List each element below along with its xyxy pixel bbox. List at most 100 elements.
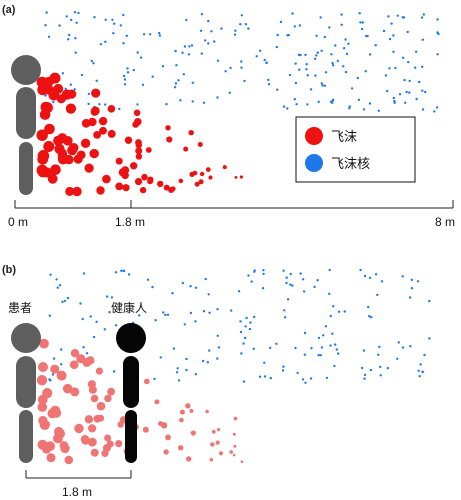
droplet-nucleus-dot [324,325,328,328]
droplet-nucleus-dot [245,316,248,320]
droplet-dot [70,349,80,358]
droplet-nucleus-dot [48,314,51,317]
droplet-nucleus-dot [122,42,125,45]
droplet-nucleus-dot [360,366,364,370]
droplet-nucleus-dot [417,369,420,372]
droplet-nucleus-dot [306,74,309,77]
droplet-dot [163,449,169,455]
droplet-nucleus-dot [421,370,424,374]
droplet-nucleus-dot [92,335,96,339]
droplet-nucleus-dot [397,341,400,344]
droplet-dot [86,356,95,365]
droplet-dot [185,403,191,409]
droplet-nucleus-dot [164,313,167,317]
droplet-nucleus-dot [309,88,313,91]
droplet-dot [84,163,94,173]
droplet-dot [61,89,72,100]
droplet-nucleus-dot [401,275,404,278]
droplet-nucleus-dot [151,75,154,78]
droplet-nucleus-dot [49,273,52,276]
droplet-dot [158,421,164,427]
droplet-dot [107,129,116,138]
droplet-nucleus-dot [379,374,382,377]
droplet-nucleus-dot [410,278,413,282]
droplet-dot [198,179,204,185]
droplet-nucleus-dot [201,359,205,363]
droplet-nucleus-dot [294,62,297,65]
droplet-dot [84,415,94,424]
droplet-nucleus-dot [316,51,319,54]
droplet-nucleus-dot [85,352,89,355]
droplet-nucleus-dot [433,110,436,113]
droplet-nucleus-dot [316,279,319,282]
droplet-dot [145,147,152,153]
droplet-nucleus-dot [286,298,290,301]
droplet-dot [46,453,56,463]
droplet-nucleus-dot [261,287,265,290]
droplet-dot [44,76,54,87]
droplet-dot [93,414,102,423]
droplet-nucleus-dot [61,72,65,75]
droplet-nucleus-dot [369,368,373,372]
droplet-nucleus-dot [361,21,364,24]
droplet-nucleus-dot [136,103,139,106]
droplet-dot [218,451,224,456]
droplet-nucleus-dot [364,34,368,38]
droplet-nucleus-dot [386,89,389,93]
droplet-dot [101,449,109,457]
person-head [11,55,41,85]
droplet-dot [64,455,74,465]
droplet-nucleus-dot [70,18,73,22]
droplet-dot [39,338,49,349]
droplet-nucleus-dot [262,272,265,276]
droplet-nucleus-dot [56,286,59,289]
droplet-nucleus-dot [217,346,221,349]
droplet-dot [76,354,86,364]
droplet-nucleus-dot [377,109,380,113]
droplet-dot [91,88,101,98]
droplet-nucleus-dot [405,90,408,94]
droplet-nucleus-dot [123,83,127,86]
droplet-nucleus-dot [98,103,101,106]
droplet-nucleus-dot [239,330,243,334]
droplet-nucleus-dot [77,11,80,15]
droplet-dot [122,184,130,192]
droplet-nucleus-dot [374,44,377,47]
droplet-nucleus-dot [120,269,123,272]
droplet-nucleus-dot [321,84,324,87]
droplet-nucleus-dot [358,12,361,15]
droplet-nucleus-dot [207,19,210,23]
droplet-nucleus-dot [207,293,210,296]
droplet-nucleus-dot [435,106,439,109]
droplet-nucleus-dot [82,346,85,349]
droplet-nucleus-dot [296,371,299,375]
legend: 飞沫 飞沫核 [295,116,416,183]
droplet-nucleus-dot [323,35,326,39]
droplet-nucleus-dot [123,78,127,81]
droplet-nucleus-dot [189,285,192,288]
droplet-nucleus-dot [386,366,389,370]
droplet-nucleus-dot [401,56,405,59]
droplet-nucleus-dot [61,300,64,303]
droplet-nucleus-dot [122,13,125,17]
droplet-nucleus-dot [314,74,317,77]
droplet-nucleus-dot [52,357,56,360]
legend-box [295,116,416,183]
droplet-dot [199,171,205,177]
droplet-nucleus-dot [151,285,154,289]
droplet-dot [65,186,75,196]
droplet-nucleus-dot [185,368,188,372]
droplet-nucleus-dot [165,102,168,106]
droplet-nucleus-dot [319,16,322,19]
droplet-nucleus-dot [305,62,308,66]
droplet-nucleus-dot [407,60,410,64]
droplet-nucleus-dot [345,52,349,56]
droplet-nucleus-dot [409,345,412,348]
droplet-nucleus-dot [110,296,114,299]
droplet-nucleus-dot [396,357,399,360]
droplet-nucleus-dot [323,84,326,88]
droplet-dot [102,174,111,184]
droplet-nucleus-dot [403,78,406,82]
droplet-dot [99,126,107,135]
